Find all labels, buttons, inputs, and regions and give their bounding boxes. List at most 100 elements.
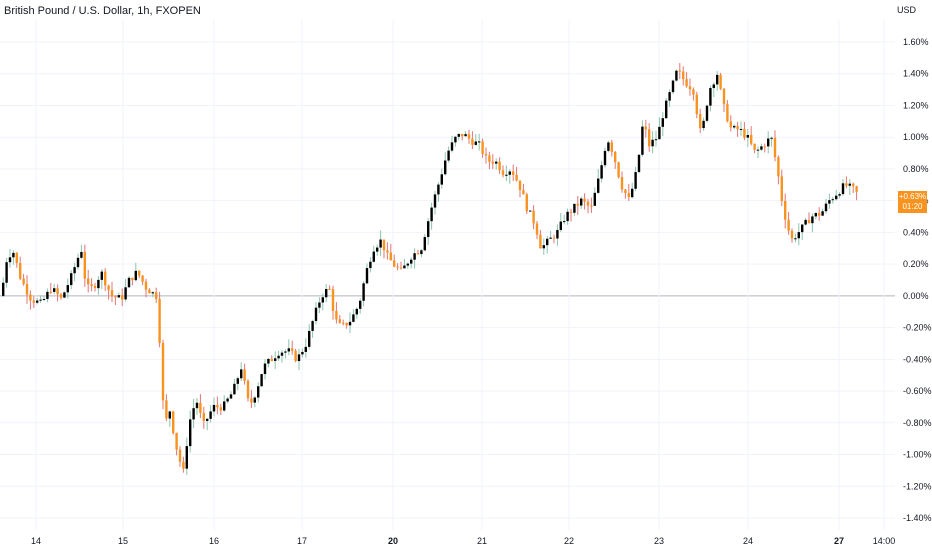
x-tick-label: 24 — [743, 536, 753, 546]
candle-body-up — [804, 219, 807, 225]
candle-body-up — [352, 314, 355, 322]
candle-body-down — [19, 263, 22, 279]
candle-body-down — [93, 285, 97, 289]
candle-body-up — [284, 351, 287, 353]
candle-body-down — [488, 155, 491, 162]
candle-body-up — [631, 188, 634, 198]
candle-body-up — [212, 404, 216, 412]
candle-body-down — [144, 281, 148, 290]
y-tick-label: 0.40% — [903, 227, 929, 237]
candle-body-up — [457, 133, 460, 137]
candle-body-up — [376, 247, 379, 252]
candle-body-up — [573, 203, 576, 213]
candle-body-up — [406, 263, 409, 266]
candle-body-down — [512, 171, 515, 175]
candle-body-down — [342, 322, 345, 324]
candle-body-up — [600, 165, 603, 179]
candle-body-down — [518, 180, 522, 191]
candle-body-down — [219, 407, 222, 411]
candle-body-down — [335, 310, 338, 320]
y-tick-label: 0.20% — [903, 259, 929, 269]
bar-countdown: 01:20 — [902, 202, 923, 211]
candle-body-down — [471, 138, 474, 145]
candle-body-up — [233, 383, 236, 395]
candle-body-down — [845, 183, 848, 186]
candle-body-up — [97, 279, 100, 289]
candle-body-down — [178, 449, 182, 462]
candle-body-up — [848, 183, 851, 186]
candle-body-down — [624, 189, 627, 194]
candle-body-down — [15, 252, 18, 264]
candle-body-up — [73, 267, 76, 274]
candle-body-down — [294, 350, 297, 362]
candle-body-down — [291, 348, 294, 351]
candle-body-up — [811, 216, 814, 224]
candle-body-down — [59, 294, 63, 298]
candle-body-down — [688, 86, 692, 90]
candle-body-down — [110, 290, 114, 297]
candle-body-down — [648, 129, 651, 147]
candle-body-down — [393, 260, 396, 267]
candle-body-up — [124, 287, 127, 300]
candle-body-down — [270, 358, 273, 361]
candle-body-up — [702, 120, 705, 129]
candle-body-up — [450, 142, 454, 151]
candle-body-down — [610, 142, 613, 153]
candle-body-up — [746, 134, 749, 138]
candle-body-up — [733, 125, 736, 128]
candle-body-up — [263, 363, 267, 375]
price-axis[interactable]: 1.60%1.40%1.20%1.00%0.80%0.60%0.40%0.20%… — [903, 37, 932, 523]
candle-body-down — [614, 152, 617, 163]
x-tick-label: 21 — [477, 536, 487, 546]
candle-body-up — [559, 221, 562, 230]
candle-body-down — [29, 294, 32, 301]
candle-body-down — [141, 275, 144, 282]
candle-body-down — [138, 270, 141, 276]
candle-body-down — [678, 70, 681, 72]
candle-body-down — [131, 277, 134, 281]
candle-body-down — [583, 198, 586, 202]
candle-body-up — [671, 80, 675, 93]
candle-body-down — [763, 146, 766, 148]
candle-body-up — [70, 273, 73, 286]
candle-body-down — [399, 267, 403, 269]
candle-body-up — [549, 237, 552, 239]
candle-body-down — [818, 213, 821, 216]
candle-body-up — [661, 118, 664, 127]
candle-body-up — [801, 224, 804, 233]
candle-body-up — [756, 149, 760, 151]
candle-body-up — [209, 411, 212, 419]
y-tick-label: -1.20% — [903, 481, 932, 491]
x-tick-label: 23 — [654, 536, 664, 546]
candle-body-down — [246, 380, 250, 399]
candle-body-up — [206, 418, 209, 421]
candle-body-down — [552, 237, 556, 239]
candle-body-up — [824, 203, 828, 212]
candle-body-up — [767, 138, 770, 147]
candle-body-up — [185, 446, 188, 469]
candle-body-up — [464, 134, 467, 137]
candle-body-up — [712, 84, 715, 89]
y-tick-label: -0.40% — [903, 354, 932, 364]
candle-body-up — [794, 238, 797, 240]
candle-body-down — [627, 193, 630, 198]
candle-body-up — [12, 252, 15, 258]
candle-body-up — [297, 354, 301, 362]
time-axis[interactable]: 14 15 16 17 20 21 22 23 24 27 14:00 — [31, 536, 895, 546]
candle-body-down — [148, 289, 151, 294]
candle-body-up — [427, 221, 430, 238]
x-tick-label: 17 — [297, 536, 307, 546]
candle-body-up — [226, 398, 229, 402]
y-tick-label: -1.40% — [903, 513, 932, 523]
candle-body-up — [362, 283, 365, 301]
candle-body-up — [308, 330, 311, 347]
candle-body-up — [433, 194, 437, 208]
candle-body-up — [841, 183, 845, 195]
candle-body-down — [182, 461, 185, 469]
candle-body-down — [25, 284, 29, 295]
candle-body-down — [216, 404, 219, 408]
y-tick-label: -0.80% — [903, 418, 932, 428]
candle-body-down — [644, 126, 647, 130]
candle-body-down — [83, 251, 86, 279]
